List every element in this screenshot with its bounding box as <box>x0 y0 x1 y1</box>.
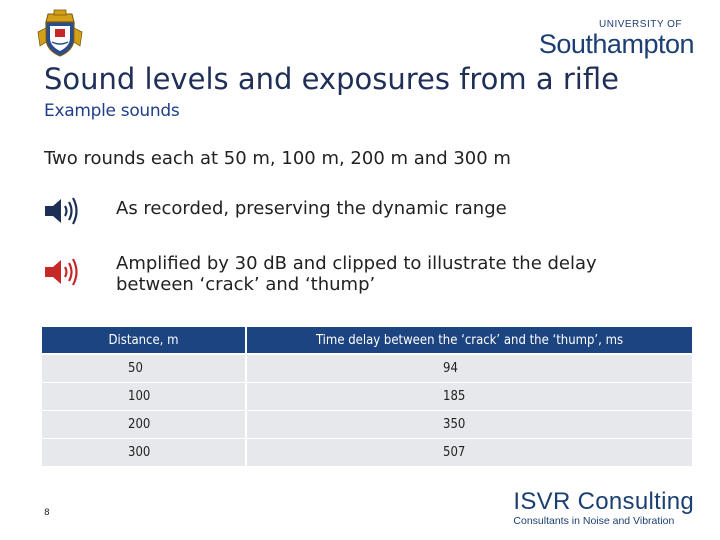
sound-label-recorded: As recorded, preserving the dynamic rang… <box>116 198 507 219</box>
cell-delay: 350 <box>247 411 692 439</box>
slide-title: Sound levels and exposures from a rifle <box>44 62 619 96</box>
cell-distance: 100 <box>42 383 245 411</box>
table-row: 50 94 <box>42 355 692 383</box>
cell-distance: 300 <box>42 439 245 467</box>
cell-distance: 200 <box>42 411 245 439</box>
intro-text: Two rounds each at 50 m, 100 m, 200 m an… <box>44 148 511 169</box>
university-crest-icon <box>37 9 83 57</box>
isvr-logo-main: ISVR Consulting <box>513 488 694 515</box>
university-logo: UNIVERSITY OF Southampton <box>538 19 695 59</box>
table-row: 100 185 <box>42 383 692 411</box>
speaker-icon[interactable] <box>44 257 80 287</box>
column-header-distance: Distance, m <box>42 327 245 355</box>
page-number: 8 <box>44 508 50 518</box>
speaker-icon[interactable] <box>44 196 80 226</box>
university-logo-top: UNIVERSITY OF <box>599 19 682 30</box>
cell-distance: 50 <box>42 355 245 383</box>
slide-subtitle: Example sounds <box>44 101 180 121</box>
sound-row-recorded: As recorded, preserving the dynamic rang… <box>44 196 507 226</box>
sound-row-amplified: Amplified by 30 dB and clipped to illust… <box>44 253 597 295</box>
table-row: 300 507 <box>42 439 692 467</box>
column-header-delay: Time delay between the ‘crack’ and the ‘… <box>247 327 692 355</box>
delay-table: Distance, m Time delay between the ‘crac… <box>42 327 692 467</box>
isvr-logo: ISVR Consulting Consultants in Noise and… <box>513 490 694 528</box>
sound-label-amplified: Amplified by 30 dB and clipped to illust… <box>116 253 597 295</box>
table-header-row: Distance, m Time delay between the ‘crac… <box>42 327 692 355</box>
cell-delay: 94 <box>247 355 692 383</box>
university-logo-name: Southampton <box>538 29 695 59</box>
cell-delay: 185 <box>247 383 692 411</box>
cell-delay: 507 <box>247 439 692 467</box>
table-row: 200 350 <box>42 411 692 439</box>
isvr-logo-sub: Consultants in Noise and Vibration <box>513 515 675 527</box>
